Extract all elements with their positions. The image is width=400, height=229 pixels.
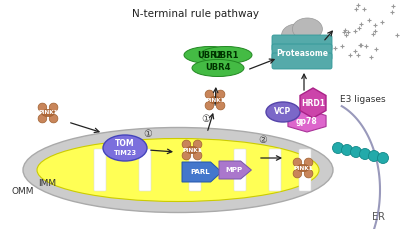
Polygon shape: [300, 88, 326, 118]
Ellipse shape: [23, 128, 333, 213]
Text: ②: ②: [259, 135, 267, 145]
Text: IMM: IMM: [38, 178, 56, 188]
Circle shape: [193, 140, 202, 149]
FancyBboxPatch shape: [234, 149, 246, 191]
Text: PINK1: PINK1: [182, 147, 202, 153]
FancyBboxPatch shape: [272, 53, 332, 69]
FancyBboxPatch shape: [139, 149, 151, 191]
FancyBboxPatch shape: [299, 149, 311, 191]
Circle shape: [49, 114, 58, 123]
Circle shape: [304, 169, 313, 178]
Circle shape: [193, 151, 202, 160]
Circle shape: [216, 101, 225, 110]
Text: MPP: MPP: [226, 167, 242, 173]
Text: ①: ①: [144, 129, 152, 139]
Circle shape: [205, 101, 214, 110]
Circle shape: [360, 148, 370, 160]
Text: PARL: PARL: [190, 169, 210, 175]
Text: gp78: gp78: [296, 117, 318, 125]
Text: N-terminal rule pathway: N-terminal rule pathway: [132, 9, 258, 19]
Ellipse shape: [103, 135, 147, 161]
Circle shape: [342, 144, 352, 155]
Circle shape: [293, 169, 302, 178]
Ellipse shape: [200, 46, 252, 63]
Ellipse shape: [186, 146, 198, 154]
Circle shape: [350, 147, 362, 158]
Text: PINK1: PINK1: [293, 166, 313, 171]
Polygon shape: [288, 110, 326, 132]
Text: OMM: OMM: [12, 188, 34, 196]
Ellipse shape: [184, 46, 236, 63]
FancyBboxPatch shape: [272, 35, 332, 51]
FancyBboxPatch shape: [272, 44, 332, 60]
FancyBboxPatch shape: [94, 149, 106, 191]
Polygon shape: [182, 162, 222, 182]
Circle shape: [216, 90, 225, 99]
Ellipse shape: [297, 164, 309, 172]
Text: ①: ①: [202, 114, 210, 124]
Circle shape: [38, 103, 47, 112]
Text: PINK1: PINK1: [38, 111, 58, 115]
Circle shape: [182, 140, 191, 149]
Circle shape: [332, 142, 344, 153]
FancyBboxPatch shape: [269, 149, 281, 191]
Text: HRD1: HRD1: [301, 98, 325, 107]
Circle shape: [49, 103, 58, 112]
Circle shape: [304, 158, 313, 167]
Text: TIM23: TIM23: [114, 150, 136, 156]
Text: VCP: VCP: [274, 107, 292, 117]
Circle shape: [182, 151, 191, 160]
Text: UBR1: UBR1: [213, 51, 239, 60]
Text: Proteasome: Proteasome: [276, 49, 328, 57]
Text: UBR2: UBR2: [197, 51, 223, 60]
Circle shape: [378, 153, 388, 164]
Ellipse shape: [209, 96, 221, 104]
Circle shape: [38, 114, 47, 123]
Ellipse shape: [292, 18, 322, 40]
Text: E3 ligases: E3 ligases: [340, 95, 386, 104]
Circle shape: [205, 90, 214, 99]
FancyBboxPatch shape: [189, 149, 201, 191]
Circle shape: [293, 158, 302, 167]
Ellipse shape: [192, 60, 244, 76]
Text: ER: ER: [372, 212, 385, 222]
Circle shape: [368, 150, 380, 161]
Text: PINK1: PINK1: [205, 98, 225, 103]
Ellipse shape: [266, 102, 300, 122]
Ellipse shape: [37, 139, 319, 202]
Text: UBR4: UBR4: [205, 63, 231, 73]
Text: TOM: TOM: [115, 139, 135, 147]
Ellipse shape: [282, 24, 312, 46]
Polygon shape: [219, 161, 252, 179]
Ellipse shape: [42, 109, 54, 117]
